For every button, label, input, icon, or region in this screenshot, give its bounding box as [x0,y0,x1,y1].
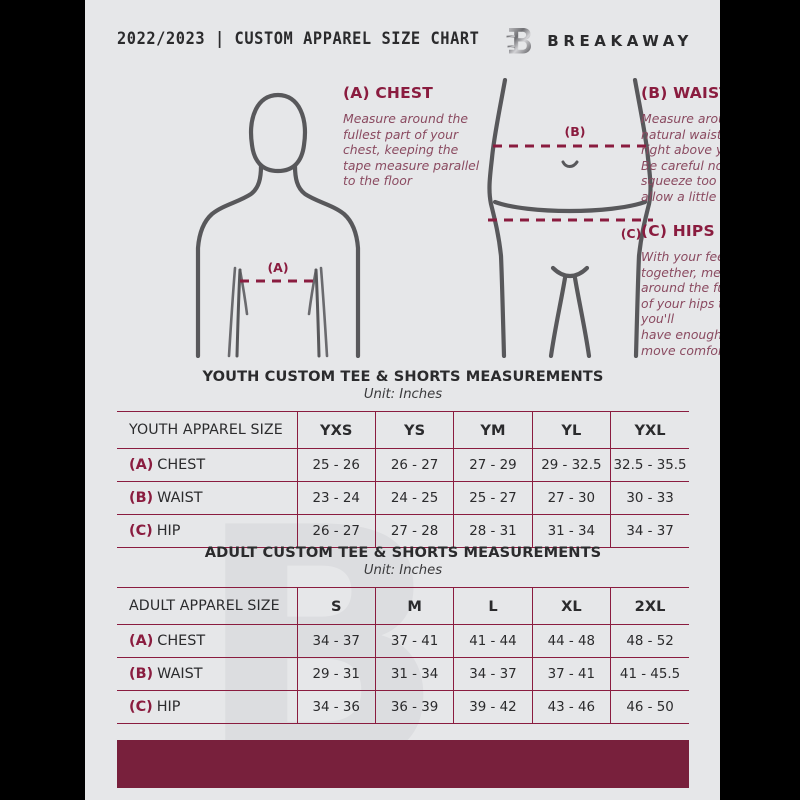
adult-apparel-size-label: ADULT APPAREL SIZE [117,587,297,625]
adult-measurement-cell: 43 - 46 [531,690,611,724]
youth-table-header-row: YOUTH APPAREL SIZE YXS YS YM YL YXL [117,411,689,449]
adult-row-label-chest: (A) CHEST [117,624,297,658]
table-row: (A) CHEST 25 - 26 26 - 27 27 - 29 29 - 32.5 32… [117,448,689,482]
info-block-waist: (B) WAIST Measure around your natural wa… [641,84,720,205]
youth-size-column-header: YS [374,411,454,449]
adult-measurement-cell: 29 - 31 [296,657,376,691]
youth-measurement-cell: 29 - 32.5 [531,448,611,482]
adult-measurement-cell: 48 - 52 [610,624,689,658]
adult-measurement-cell: 44 - 48 [531,624,611,658]
table-row: (B) WAIST 23 - 24 24 - 25 25 - 27 27 - 30 30 -… [117,481,689,515]
youth-measurements-section: YOUTH CUSTOM TEE & SHORTS MEASUREMENTS U… [117,368,689,548]
youth-size-column-header: YXS [296,411,376,449]
youth-measurement-cell: 34 - 37 [610,514,689,548]
youth-measurement-cell: 26 - 27 [374,448,454,482]
adult-measurement-cell: 34 - 36 [296,690,376,724]
youth-measurement-cell: 24 - 25 [374,481,454,515]
chest-marker-label: (A) [267,260,288,275]
measure-tag: (C) [129,699,153,715]
info-chest-body: Measure around the fullest part of your … [343,111,480,189]
youth-row-label-waist: (B) WAIST [117,481,297,515]
youth-size-column-header: YL [531,411,611,449]
youth-apparel-size-label: YOUTH APPAREL SIZE [117,411,297,449]
brand-lockup: BREAKAWAY [505,25,693,57]
youth-size-column-header: YM [453,411,533,449]
adult-table-header-row: ADULT APPAREL SIZE S M L XL 2XL [117,587,689,625]
adult-measurements-section: ADULT CUSTOM TEE & SHORTS MEASUREMENTS U… [117,544,689,724]
upper-body-diagram: (A) [195,92,361,358]
info-chest-title: (A) CHEST [343,84,434,102]
table-row: (C) HIP 34 - 36 36 - 39 39 - 42 43 - 46 46 - 5… [117,690,689,724]
youth-measurement-cell: 32.5 - 35.5 [610,448,689,482]
measure-tag: (C) [129,523,153,539]
brand-name: BREAKAWAY [547,32,693,50]
adult-measurement-cell: 41 - 45.5 [610,657,689,691]
adult-size-table: ADULT APPAREL SIZE S M L XL 2XL (A) CHEST 34 - 3… [117,587,689,724]
adult-row-label-waist: (B) WAIST [117,657,297,691]
page-header: 2022/2023 | CUSTOM APPAREL SIZE CHART BR… [85,26,720,60]
adult-size-column-header: XL [531,587,611,625]
youth-measurement-cell: 25 - 26 [296,448,376,482]
page-title: 2022/2023 | CUSTOM APPAREL SIZE CHART [117,29,480,48]
info-hips-body: With your feet together, measure around … [641,249,720,358]
footer-bar [117,740,689,788]
youth-measurement-cell: 25 - 27 [453,481,533,515]
youth-row-label-hip: (C) HIP [117,514,297,548]
navel-mark [561,160,579,168]
youth-measurement-cell: 31 - 34 [531,514,611,548]
measure-tag: (B) [129,490,154,506]
youth-measurement-cell: 26 - 27 [296,514,376,548]
hip-marker-label: (C) [621,226,642,241]
youth-size-column-header: YXL [610,411,689,449]
youth-row-label-chest: (A) CHEST [117,448,297,482]
adult-table-body: ADULT APPAREL SIZE S M L XL 2XL (A) CHEST 34 - 3… [117,587,689,724]
breakaway-b-logo-icon [506,28,532,54]
adult-table-unit: Unit: Inches [363,563,443,578]
size-chart-page: B 2022/2023 | CUSTOM APPAREL SIZE CHART … [85,0,720,800]
youth-measurement-cell: 28 - 31 [453,514,533,548]
table-row: (A) CHEST 34 - 37 37 - 41 41 - 44 44 - 48 48 -… [117,624,689,658]
youth-measurement-cell: 27 - 28 [374,514,454,548]
adult-measurement-cell: 37 - 41 [374,624,454,658]
adult-row-label-hip: (C) HIP [117,690,297,724]
adult-size-column-header: 2XL [610,587,689,625]
adult-table-title: ADULT CUSTOM TEE & SHORTS MEASUREMENTS [204,544,602,561]
youth-measurement-cell: 23 - 24 [296,481,376,515]
adult-measurement-cell: 34 - 37 [296,624,376,658]
table-row: (C) HIP 26 - 27 27 - 28 28 - 31 31 - 34 34 - 3… [117,514,689,548]
youth-size-table: YOUTH APPAREL SIZE YXS YS YM YL YXL (A) CHEST 25… [117,411,689,548]
info-block-hips: (C) HIPS With your feet together, measur… [641,222,720,358]
youth-table-unit: Unit: Inches [363,387,443,402]
youth-table-title: YOUTH CUSTOM TEE & SHORTS MEASUREMENTS [202,368,604,385]
measure-tag: (A) [129,457,154,473]
adult-measurement-cell: 41 - 44 [453,624,533,658]
adult-size-column-header: M [374,587,454,625]
table-row: (B) WAIST 29 - 31 31 - 34 34 - 37 37 - 41 41 -… [117,657,689,691]
info-waist-title: (B) WAIST [641,84,720,102]
adult-measurement-cell: 34 - 37 [453,657,533,691]
waist-marker-label: (B) [565,124,586,139]
info-block-chest: (A) CHEST Measure around the fullest par… [343,84,493,189]
youth-measurement-cell: 27 - 29 [453,448,533,482]
youth-table-body: YOUTH APPAREL SIZE YXS YS YM YL YXL (A) CHEST 25… [117,411,689,548]
info-waist-body: Measure around your natural waistline – … [641,111,720,204]
measure-tag: (A) [129,633,154,649]
lower-body-diagram: (B) (C) [487,78,653,358]
adult-measurement-cell: 37 - 41 [531,657,611,691]
adult-measurement-cell: 39 - 42 [453,690,533,724]
adult-measurement-cell: 31 - 34 [374,657,454,691]
info-hips-title: (C) HIPS [641,222,715,240]
adult-size-column-header: L [453,587,533,625]
adult-measurement-cell: 36 - 39 [374,690,454,724]
adult-size-column-header: S [296,587,376,625]
youth-measurement-cell: 27 - 30 [531,481,611,515]
measure-tag: (B) [129,666,154,682]
youth-measurement-cell: 30 - 33 [610,481,689,515]
adult-measurement-cell: 46 - 50 [610,690,689,724]
